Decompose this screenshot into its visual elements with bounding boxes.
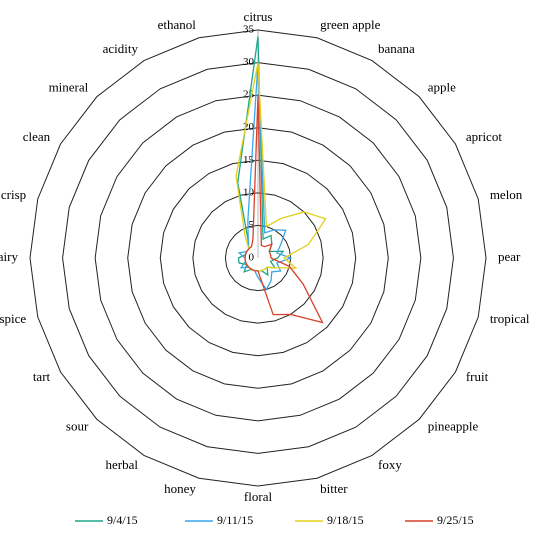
category-label: citrus xyxy=(244,9,273,24)
grid-ring xyxy=(159,159,357,357)
r-tick-label: 0 xyxy=(249,252,255,264)
category-label: crisp xyxy=(1,187,26,202)
legend-text: 9/25/15 xyxy=(437,513,474,527)
category-label: melon xyxy=(490,187,523,202)
category-label: sour xyxy=(66,419,89,434)
category-label: tropical xyxy=(490,311,530,326)
category-label: ethanol xyxy=(158,17,197,32)
r-tick-label: 35 xyxy=(243,24,255,36)
legend-text: 9/4/15 xyxy=(107,513,138,527)
category-label: apple xyxy=(428,79,456,94)
category-label: herbal xyxy=(106,457,139,472)
r-tick-label: 10 xyxy=(243,186,255,198)
category-label: bitter xyxy=(320,481,348,496)
legend-text: 9/11/15 xyxy=(217,513,253,527)
r-tick-label: 20 xyxy=(243,121,255,133)
category-label: tart xyxy=(33,369,51,384)
category-label: banana xyxy=(378,41,415,56)
category-label: green apple xyxy=(320,17,381,32)
category-label: pineapple xyxy=(428,419,479,434)
r-tick-label: 30 xyxy=(243,56,255,68)
category-label: spice xyxy=(0,311,26,326)
category-label: pear xyxy=(498,249,521,264)
series-line xyxy=(244,95,324,324)
r-tick-label: 15 xyxy=(243,154,255,166)
category-label: acidity xyxy=(103,41,139,56)
grid-ring xyxy=(127,127,389,389)
category-label: mineral xyxy=(49,79,89,94)
category-label: honey xyxy=(164,481,196,496)
r-tick-label: 5 xyxy=(249,219,255,231)
category-label: apricot xyxy=(466,129,502,144)
grid-ring xyxy=(29,29,487,487)
grid-ring xyxy=(192,192,324,324)
grid-ring xyxy=(62,62,454,454)
category-label: clean xyxy=(23,129,51,144)
legend-text: 9/18/15 xyxy=(327,513,364,527)
category-label: dairy xyxy=(0,249,18,264)
r-tick-label: 25 xyxy=(243,89,255,101)
category-label: foxy xyxy=(378,457,402,472)
category-label: floral xyxy=(244,489,273,504)
grid-ring xyxy=(94,94,422,422)
grid-ring xyxy=(224,224,292,292)
category-label: fruit xyxy=(466,369,489,384)
